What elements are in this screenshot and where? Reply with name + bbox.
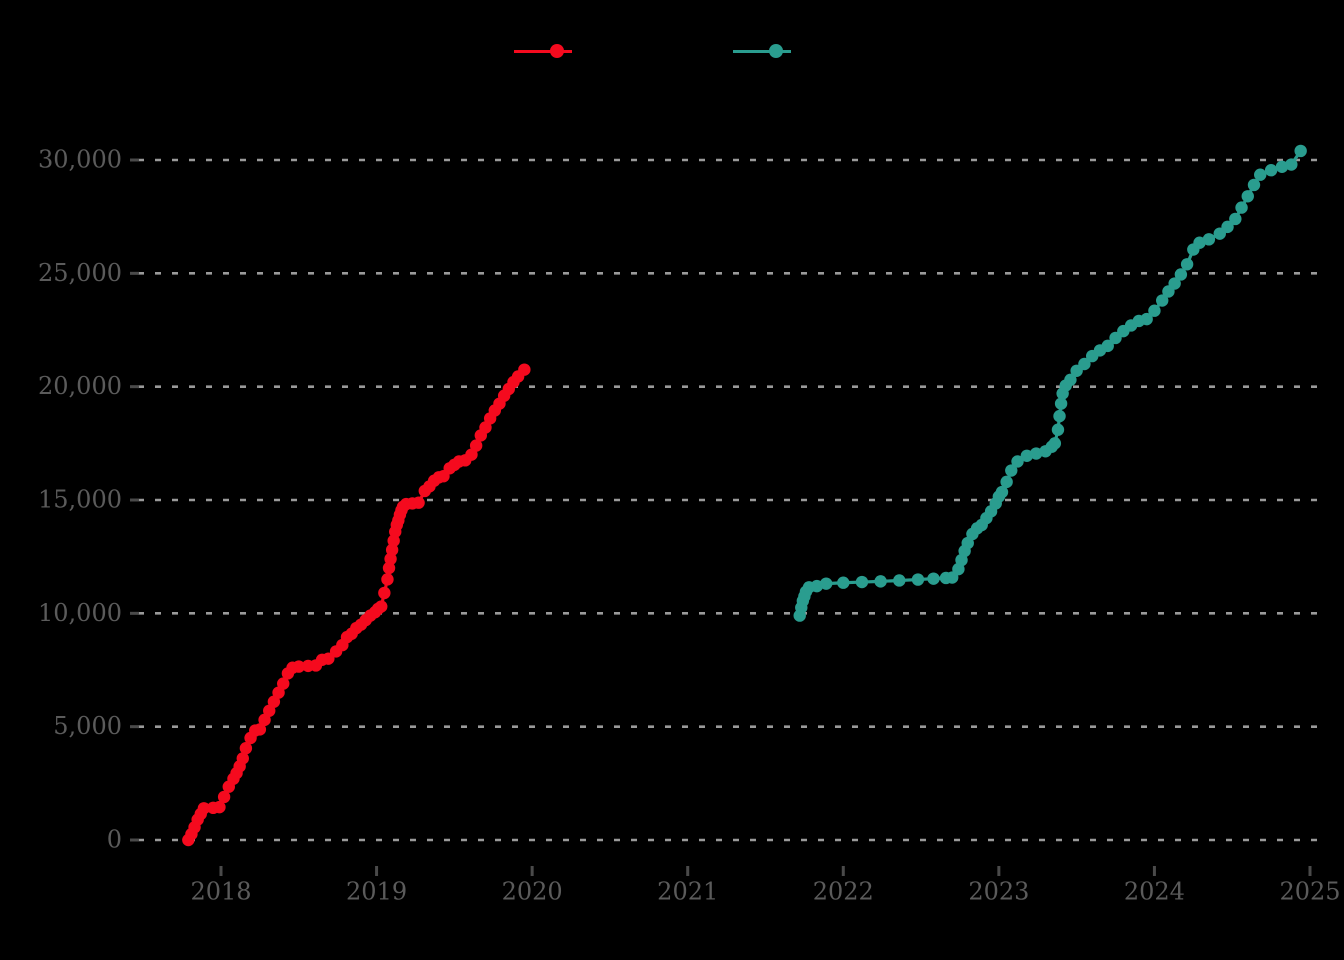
x-axis-tick-labels: 2018 2019 2020 2021 2022 2023 2024 2025	[190, 878, 1340, 906]
data-point[interactable]	[1029, 447, 1043, 460]
data-point[interactable]	[927, 572, 940, 585]
y-axis-tick-label: 5,000	[53, 712, 122, 740]
data-point[interactable]	[1140, 312, 1153, 326]
y-axis-tick-label: 25,000	[38, 259, 122, 287]
series-2	[793, 144, 1307, 622]
x-axis-tick-label: 2024	[1124, 878, 1185, 906]
data-point[interactable]	[213, 800, 226, 814]
data-point[interactable]	[1064, 373, 1077, 387]
data-point[interactable]	[1275, 160, 1289, 173]
legend-entry-series-1[interactable]	[514, 41, 572, 61]
data-point[interactable]	[197, 802, 211, 815]
data-point[interactable]	[1235, 201, 1248, 214]
data-series	[182, 144, 1307, 847]
data-point[interactable]	[236, 752, 249, 765]
data-point[interactable]	[1285, 158, 1298, 171]
y-axis-ticks	[130, 158, 139, 842]
data-point[interactable]	[412, 496, 425, 509]
legend-line-icon-series-1	[514, 49, 572, 53]
data-point[interactable]	[217, 790, 231, 804]
x-axis-ticks	[219, 866, 1312, 876]
legend-marker-icon-series-1	[550, 44, 564, 58]
legend-marker-icon-series-2	[769, 44, 783, 58]
series-1	[182, 363, 531, 847]
data-point[interactable]	[1051, 423, 1065, 436]
data-point[interactable]	[1000, 475, 1013, 489]
data-point[interactable]	[874, 575, 887, 588]
data-point[interactable]	[1053, 409, 1066, 423]
y-axis-tick-label: 20,000	[38, 372, 122, 400]
x-axis-tick-label: 2019	[346, 878, 407, 906]
y-axis-tick-label: 0	[107, 826, 122, 854]
x-axis-tick-label: 2022	[813, 878, 874, 906]
data-point[interactable]	[1168, 277, 1181, 290]
x-axis-tick-label: 2025	[1279, 878, 1340, 906]
data-point[interactable]	[1011, 455, 1024, 468]
y-axis-tick-label: 30,000	[38, 146, 122, 174]
data-point[interactable]	[375, 600, 388, 613]
data-point[interactable]	[469, 439, 483, 452]
data-point[interactable]	[322, 652, 335, 665]
legend-line-icon-series-2	[733, 49, 791, 53]
chart-legend	[0, 0, 1344, 100]
data-point[interactable]	[1048, 437, 1062, 450]
data-point[interactable]	[1221, 220, 1234, 234]
data-point[interactable]	[1247, 178, 1261, 192]
data-point[interactable]	[893, 574, 906, 587]
data-point[interactable]	[995, 485, 1009, 499]
y-axis-tick-labels: 0 5,000 10,000 15,000 20,000 25,000 30,000	[38, 146, 122, 854]
data-point[interactable]	[1241, 190, 1254, 203]
x-axis-tick-label: 2021	[657, 878, 718, 906]
data-point[interactable]	[1202, 233, 1216, 246]
data-point[interactable]	[1229, 212, 1242, 226]
data-point[interactable]	[1193, 236, 1206, 249]
data-point[interactable]	[837, 576, 850, 589]
gridlines	[138, 158, 1322, 842]
series-line-2	[798, 149, 1303, 618]
data-point[interactable]	[1294, 144, 1307, 158]
data-point[interactable]	[1054, 397, 1068, 410]
y-axis-tick-label: 15,000	[38, 486, 122, 514]
data-point[interactable]	[819, 577, 833, 590]
data-point[interactable]	[1101, 339, 1114, 353]
data-point[interactable]	[253, 723, 267, 736]
data-point[interactable]	[1148, 304, 1161, 317]
data-point[interactable]	[381, 573, 394, 586]
data-point[interactable]	[810, 579, 824, 593]
data-point[interactable]	[239, 742, 253, 755]
data-point[interactable]	[292, 660, 305, 673]
data-point[interactable]	[1264, 164, 1278, 177]
x-axis-tick-label: 2023	[968, 878, 1029, 906]
data-point[interactable]	[1180, 258, 1194, 271]
data-point[interactable]	[911, 573, 925, 586]
data-point[interactable]	[1156, 294, 1169, 307]
y-axis-tick-label: 10,000	[38, 599, 122, 627]
data-point[interactable]	[378, 586, 391, 600]
data-point[interactable]	[1020, 449, 1034, 462]
legend-entry-series-2[interactable]	[733, 41, 791, 61]
data-point[interactable]	[1005, 464, 1018, 477]
data-point[interactable]	[1174, 268, 1188, 281]
data-point[interactable]	[1254, 168, 1267, 181]
x-axis-tick-label: 2018	[190, 878, 251, 906]
data-point[interactable]	[518, 363, 531, 376]
data-point[interactable]	[277, 677, 290, 690]
data-point[interactable]	[855, 575, 869, 589]
x-axis-tick-label: 2020	[502, 878, 563, 906]
data-point[interactable]	[1078, 357, 1091, 371]
